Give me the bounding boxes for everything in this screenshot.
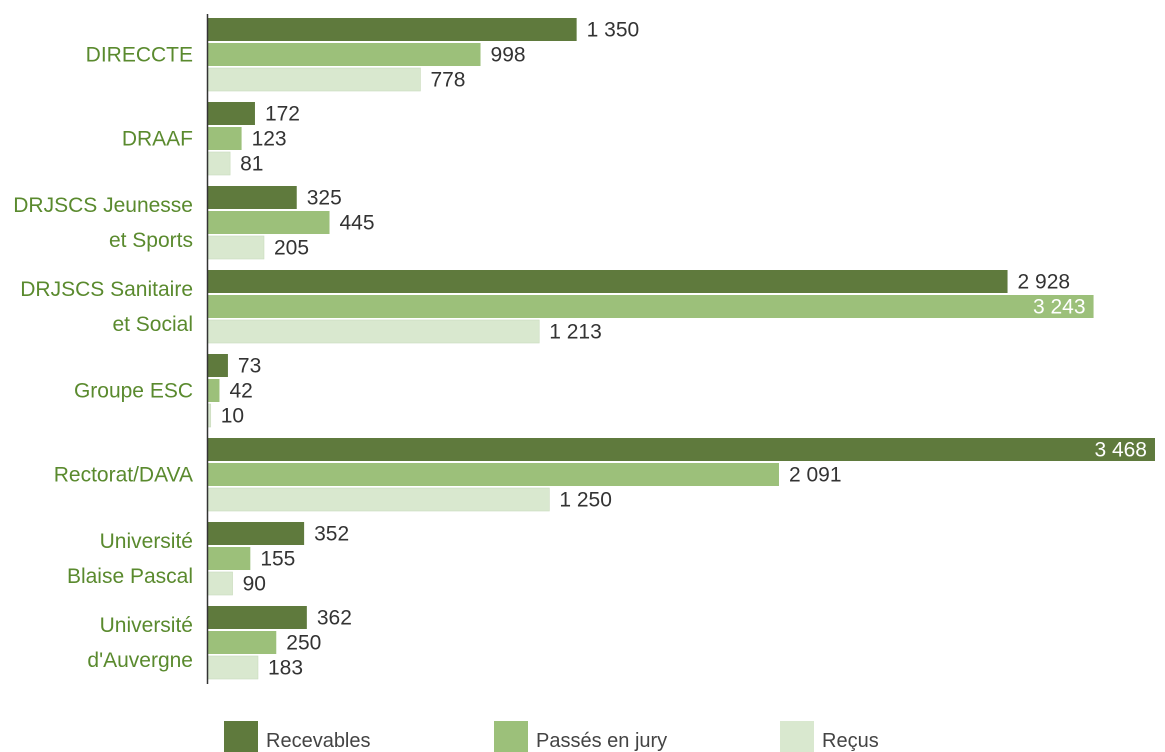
bar [208, 379, 220, 402]
bar [208, 354, 228, 377]
data-label: 42 [229, 380, 252, 403]
bar [207, 151, 231, 176]
bar [207, 571, 233, 596]
bar [208, 295, 1094, 318]
category-label: Rectorat/DAVA [54, 464, 193, 487]
bar [208, 127, 242, 150]
data-label: 352 [314, 523, 349, 546]
category-label: DIRECCTE [86, 44, 193, 67]
bar [208, 43, 481, 66]
legend-label: Passés en jury [536, 730, 667, 752]
data-label: 90 [243, 573, 266, 596]
bar [207, 655, 259, 680]
data-label: 362 [317, 607, 352, 630]
bar [208, 522, 305, 545]
data-label: 205 [274, 237, 309, 260]
bar [207, 403, 212, 428]
data-label: 3 243 [1033, 296, 1086, 319]
data-label: 2 928 [1018, 271, 1071, 294]
bar [208, 606, 307, 629]
bar [208, 547, 251, 570]
bar [207, 235, 265, 260]
data-label: 778 [430, 69, 465, 92]
bar [208, 102, 255, 125]
bar [208, 270, 1008, 293]
category-label: DRJSCS Sanitaire et Social [20, 278, 193, 336]
data-label: 3 468 [1094, 439, 1147, 462]
legend-swatch [494, 721, 528, 752]
data-label: 325 [307, 187, 342, 210]
legend-label: Recevables [266, 730, 371, 752]
category-label: DRAAF [122, 128, 193, 151]
data-label: 998 [491, 44, 526, 67]
data-label: 1 350 [587, 19, 640, 42]
bar [207, 319, 540, 344]
data-label: 81 [240, 153, 263, 176]
bar [208, 438, 1155, 461]
category-label: Université Blaise Pascal [67, 530, 193, 588]
data-label: 73 [238, 355, 261, 378]
legend: Recevables Passés en jury Reçus [224, 721, 879, 752]
bar [207, 487, 550, 512]
category-label: Université d'Auvergne [87, 614, 193, 672]
bar [208, 186, 297, 209]
data-label: 123 [252, 128, 287, 151]
data-label: 2 091 [789, 464, 842, 487]
bar [208, 211, 330, 234]
category-label: DRJSCS Jeunesse et Sports [13, 194, 193, 252]
data-label: 155 [260, 548, 295, 571]
data-label: 1 213 [549, 321, 602, 344]
legend-swatch [780, 721, 814, 752]
legend-label: Reçus [822, 730, 879, 752]
bar [207, 67, 421, 92]
category-label: Groupe ESC [74, 380, 193, 403]
bar [208, 631, 277, 654]
data-label: 1 250 [559, 489, 612, 512]
bar [208, 463, 779, 486]
bar [208, 18, 577, 41]
data-label: 10 [221, 405, 244, 428]
legend-swatch [224, 721, 258, 752]
data-label: 250 [286, 632, 321, 655]
data-label: 172 [265, 103, 300, 126]
data-label: 445 [340, 212, 375, 235]
data-label: 183 [268, 657, 303, 680]
